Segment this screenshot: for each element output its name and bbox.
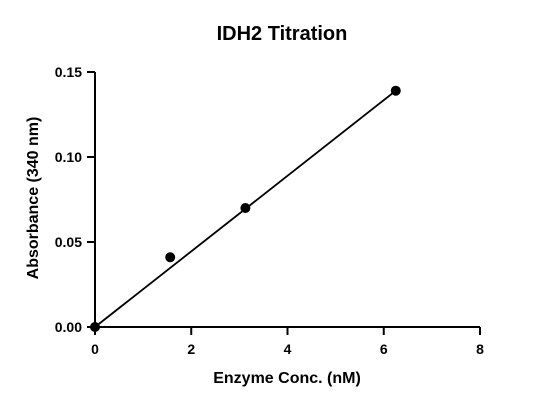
x-axis-label: Enzyme Conc. (nM) <box>213 370 361 387</box>
y-axis-label: Absorbance (340 nm) <box>25 117 42 280</box>
data-points <box>90 85 401 332</box>
data-point-0 <box>90 322 100 332</box>
y-tick-label-3: 0.15 <box>55 64 82 80</box>
x-tick-label-0: 0 <box>91 341 99 357</box>
ticks: 0 2 4 6 8 0.00 0.05 0.10 0.15 <box>55 64 484 357</box>
data-point-2 <box>240 203 251 213</box>
y-tick-label-1: 0.05 <box>55 234 82 250</box>
y-tick-label-2: 0.10 <box>55 149 82 165</box>
x-tick-label-1: 2 <box>187 341 195 357</box>
x-tick-label-3: 6 <box>380 341 388 357</box>
axes <box>94 72 480 328</box>
x-tick-label-2: 4 <box>284 341 292 357</box>
data-point-1 <box>165 252 176 263</box>
chart-title: IDH2 Titration <box>217 23 348 45</box>
data-point-3 <box>390 85 401 96</box>
x-tick-label-4: 8 <box>476 341 484 357</box>
y-tick-label-0: 0.00 <box>55 319 82 335</box>
